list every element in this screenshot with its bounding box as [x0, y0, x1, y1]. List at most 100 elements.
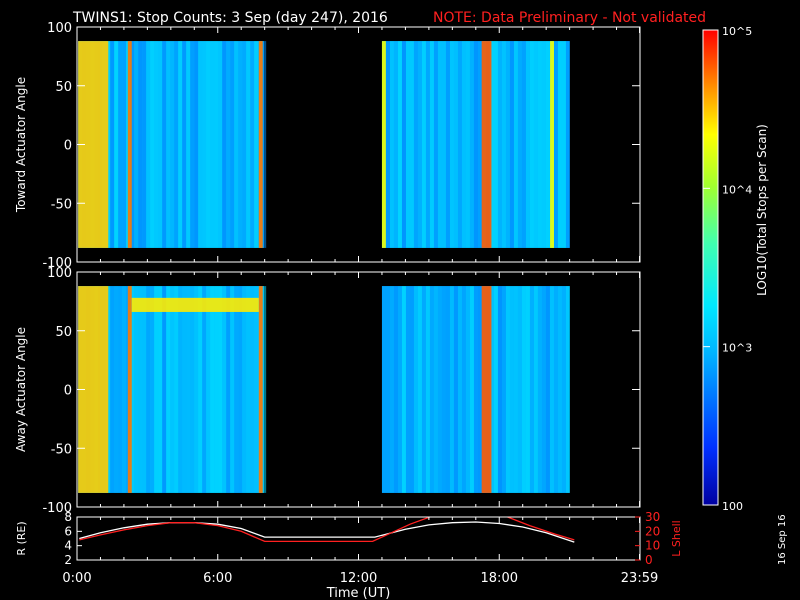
- heatmap-stripe: [521, 286, 526, 493]
- heatmap-stripe: [473, 41, 478, 248]
- heatmap-stripe: [437, 286, 442, 493]
- heatmap-stripe: [214, 286, 219, 493]
- heatmap-stripe: [445, 286, 450, 493]
- heatmap-stripe: [513, 41, 518, 248]
- heatmap-stripe: [393, 41, 398, 248]
- heatmap-high-count-band: [481, 41, 492, 248]
- heatmap-stripe: [174, 41, 179, 248]
- heatmap-stripe: [186, 41, 191, 248]
- colorbar-label: LOG10(Total Stops per Scan): [755, 124, 769, 296]
- heatmap-stripe: [505, 286, 510, 493]
- x-tick-label: 0:00: [62, 571, 91, 586]
- heatmap-stripe: [158, 41, 163, 248]
- heatmap-stripe: [150, 41, 155, 248]
- heatmap-stripe: [214, 41, 219, 248]
- heatmap-stripe: [461, 286, 466, 493]
- heatmap-stripe: [561, 286, 566, 493]
- heatmap-high-count-band: [127, 286, 132, 493]
- y-axis-label: Away Actuator Angle: [14, 327, 28, 452]
- heatmap-stripe: [473, 286, 478, 493]
- heatmap-stripe: [385, 286, 390, 493]
- colorbar-tick-label: 10^3: [722, 342, 752, 355]
- heatmap-stripe: [409, 286, 414, 493]
- heatmap-stripe: [453, 41, 458, 248]
- heatmap-stripe: [254, 41, 259, 248]
- heatmap-stripe: [561, 41, 566, 248]
- heatmap-stripe: [154, 41, 159, 248]
- heatmap-stripe: [533, 286, 538, 493]
- heatmap-stripe: [505, 41, 510, 248]
- heatmap-stripe: [114, 41, 119, 248]
- heatmap-stripe: [210, 41, 215, 248]
- heatmap-stripe: [166, 286, 171, 493]
- heatmap-stripe: [509, 41, 514, 248]
- y-left-tick-label: 6: [64, 524, 72, 538]
- y-tick-label: 0: [64, 384, 72, 399]
- heatmap-stripe: [246, 286, 251, 493]
- y-tick-label: 50: [55, 325, 72, 340]
- colorbar-tick-label: 10^5: [722, 25, 752, 38]
- heatmap-stripe: [150, 286, 155, 493]
- heatmap-stripe: [110, 286, 115, 493]
- heatmap-stripe: [453, 286, 458, 493]
- heatmap-stripe: [425, 286, 430, 493]
- heatmap-stripe: [162, 286, 167, 493]
- side-date-stamp: 16 Sep 16: [777, 514, 788, 565]
- heatmap-high-count-band: [258, 286, 263, 493]
- heatmap-stripe: [493, 286, 498, 493]
- heatmap-stripe: [497, 41, 502, 248]
- heatmap-stripe: [118, 41, 123, 248]
- heatmap-stripe: [553, 41, 558, 248]
- heatmap-stripe: [441, 286, 446, 493]
- heatmap-stripe: [449, 286, 454, 493]
- colorbar-ticks: 10^5 10^4 10^3 100: [703, 25, 752, 513]
- heatmap-stripe: [134, 286, 139, 493]
- heatmap-stripe: [238, 41, 243, 248]
- y-left-axis-label: R (RE): [15, 521, 28, 555]
- colorbar-gradient: [702, 29, 719, 506]
- y-tick-label: -100: [42, 256, 72, 271]
- x-tick-label: 12:00: [340, 571, 377, 586]
- heatmap-stripe: [557, 41, 562, 248]
- heatmap-stripe: [158, 286, 163, 493]
- heatmap-stripe: [457, 286, 462, 493]
- heatmap-stripe: [222, 286, 227, 493]
- heatmap-stripe: [477, 286, 482, 493]
- heatmap-stripe: [234, 41, 239, 248]
- heatmap-stripe: [234, 286, 239, 493]
- heatmap-stripe: [425, 41, 430, 248]
- heatmap-stripe: [465, 41, 470, 248]
- heatmap-stripe: [397, 286, 402, 493]
- heatmap-stripe: [198, 41, 203, 248]
- heatmap-high-count-ridge: [131, 297, 259, 312]
- heatmap-stripe: [457, 41, 462, 248]
- heatmap-stripe: [529, 286, 534, 493]
- l-shell-series-line: [79, 517, 575, 543]
- x-tick-label: 6:00: [203, 571, 232, 586]
- heatmap-stripe: [218, 41, 223, 248]
- heatmap-stripe: [230, 286, 235, 493]
- heatmap-stripe: [178, 286, 183, 493]
- heatmap-stripe: [218, 286, 223, 493]
- y-tick-label: -100: [42, 501, 72, 516]
- heatmap-stripe: [202, 41, 207, 248]
- heatmap-stripe: [417, 286, 422, 493]
- y-right-tick-label: 30: [645, 510, 660, 524]
- heatmap-stripe: [226, 286, 231, 493]
- heatmap-stripe: [497, 286, 502, 493]
- heatmap-stripe: [493, 41, 498, 248]
- heatmap-stripe: [489, 286, 494, 493]
- heatmap-stripe: [557, 286, 562, 493]
- heatmap-stripe: [130, 286, 135, 493]
- heatmap-stripe: [206, 41, 211, 248]
- heatmap-stripe: [198, 286, 203, 493]
- heatmap-stripe: [469, 41, 474, 248]
- heatmap-stripe: [525, 41, 530, 248]
- heatmap-stripe: [445, 41, 450, 248]
- heatmap-high-count-band: [127, 41, 132, 248]
- y-right-tick-label: 20: [645, 524, 660, 538]
- heatmap-stripe: [122, 41, 127, 248]
- heatmap-stripe: [421, 286, 426, 493]
